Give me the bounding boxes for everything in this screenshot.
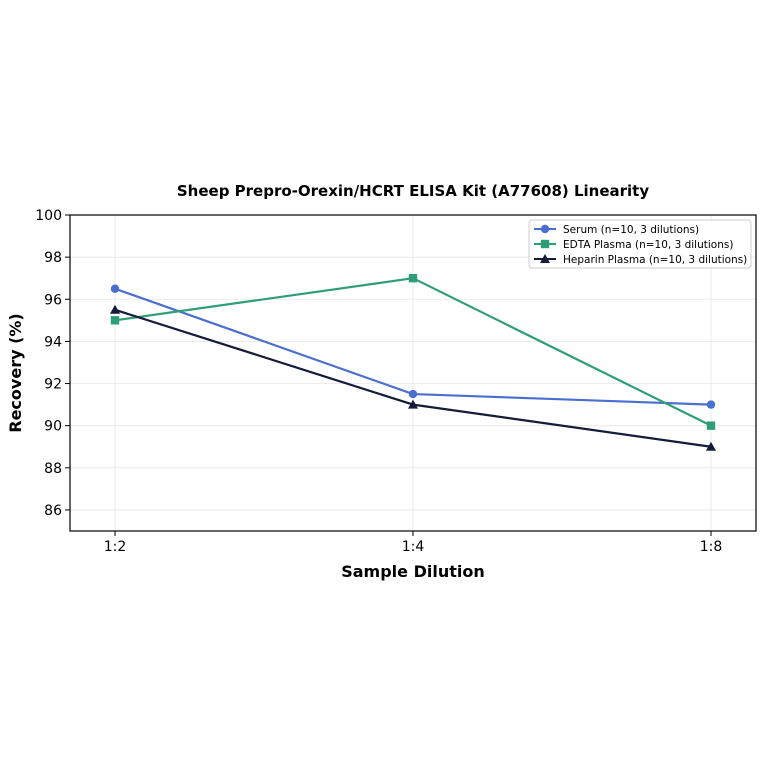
- legend-item: Heparin Plasma (n=10, 3 dilutions): [534, 254, 747, 266]
- y-tick-label: 100: [35, 208, 62, 224]
- series-layer: [110, 274, 716, 451]
- axis-ticks: 86 88 90 92 94 96 98 100 1:2 1:4 1:8: [35, 208, 722, 555]
- legend-label: Heparin Plasma (n=10, 3 dilutions): [563, 254, 747, 266]
- y-tick-label: 86: [44, 503, 62, 519]
- data-point: [706, 421, 716, 430]
- data-point: [408, 274, 418, 283]
- legend-item: EDTA Plasma (n=10, 3 dilutions): [534, 239, 733, 251]
- y-tick-label: 88: [44, 461, 62, 477]
- x-axis-label: Sample Dilution: [341, 562, 485, 581]
- y-tick-label: 92: [44, 377, 62, 393]
- data-point: [408, 389, 418, 399]
- legend-box: [528, 219, 752, 269]
- y-tick-label: 90: [44, 419, 62, 435]
- chart-title: Sheep Prepro-Orexin/HCRT ELISA Kit (A776…: [177, 182, 649, 200]
- legend-item: Serum (n=10, 3 dilutions): [534, 224, 699, 236]
- series-1: [110, 284, 716, 409]
- data-point: [110, 284, 120, 293]
- data-point: [706, 441, 716, 451]
- x-tick-label: 1:4: [402, 539, 425, 555]
- legend: Serum (n=10, 3 dilutions) EDTA Plasma (n=…: [528, 219, 752, 269]
- x-tick-label: 1:2: [104, 539, 127, 555]
- y-tick-label: 96: [44, 292, 62, 308]
- legend-label: Serum (n=10, 3 dilutions): [563, 224, 699, 236]
- data-point: [706, 400, 716, 409]
- y-tick-label: 98: [44, 250, 62, 266]
- series-3: [110, 304, 716, 451]
- x-tick-label: 1:8: [700, 539, 723, 555]
- legend-label: EDTA Plasma (n=10, 3 dilutions): [563, 239, 733, 251]
- data-point: [110, 316, 120, 325]
- y-tick-label: 94: [44, 334, 62, 350]
- series-2: [110, 274, 716, 430]
- y-axis-label: Recovery (%): [6, 313, 25, 432]
- data-point: [110, 304, 120, 314]
- legend-swatch-marker: [540, 239, 550, 249]
- legend-swatch-marker: [540, 224, 550, 234]
- data-point: [408, 399, 418, 409]
- legend-swatch-marker: [540, 254, 550, 263]
